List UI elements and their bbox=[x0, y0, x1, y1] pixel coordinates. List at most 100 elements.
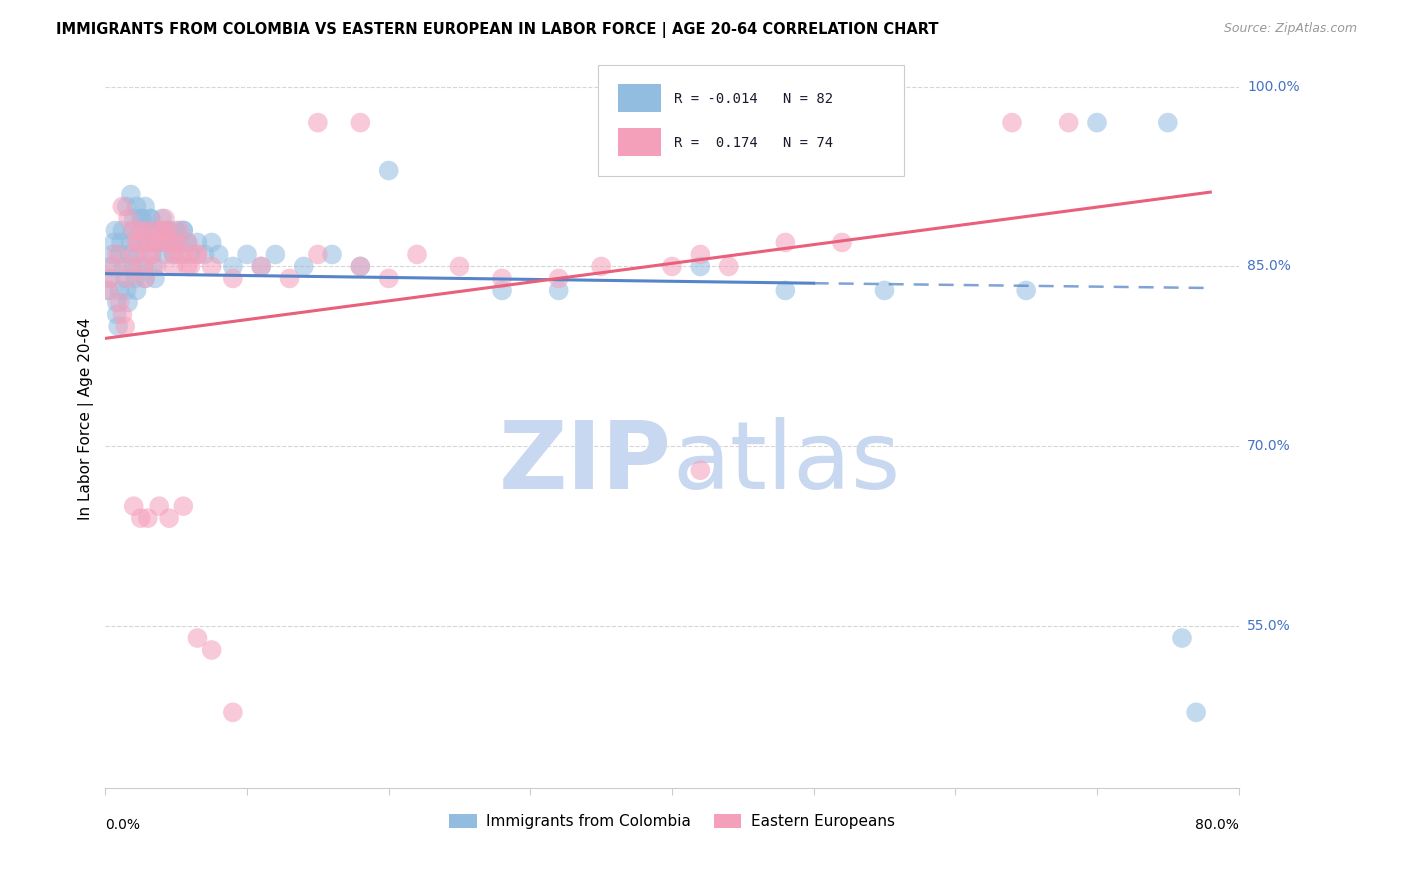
Point bbox=[1157, 115, 1180, 129]
Point bbox=[125, 284, 148, 298]
Point bbox=[449, 260, 471, 274]
Point bbox=[134, 223, 156, 237]
Point bbox=[142, 260, 165, 274]
Point bbox=[321, 247, 343, 261]
Point bbox=[165, 235, 187, 250]
Point bbox=[165, 235, 187, 250]
Point bbox=[139, 211, 162, 226]
Point bbox=[111, 200, 134, 214]
Point bbox=[150, 223, 173, 237]
Point bbox=[176, 235, 198, 250]
Point bbox=[104, 223, 127, 237]
Point bbox=[131, 211, 153, 226]
Point bbox=[591, 260, 613, 274]
Point bbox=[278, 271, 301, 285]
Point bbox=[222, 271, 245, 285]
Point bbox=[139, 247, 162, 261]
Point bbox=[105, 295, 128, 310]
Point bbox=[1085, 115, 1108, 129]
Text: 0.0%: 0.0% bbox=[105, 818, 141, 832]
Point bbox=[145, 235, 167, 250]
Text: atlas: atlas bbox=[672, 417, 900, 509]
Point bbox=[186, 235, 208, 250]
Point bbox=[114, 271, 136, 285]
Point bbox=[547, 284, 569, 298]
Point bbox=[775, 235, 797, 250]
Point bbox=[131, 260, 153, 274]
Point bbox=[150, 211, 173, 226]
Text: 100.0%: 100.0% bbox=[1247, 79, 1299, 94]
Point bbox=[110, 235, 132, 250]
Point bbox=[141, 247, 163, 261]
Point bbox=[111, 307, 134, 321]
Point bbox=[775, 284, 797, 298]
Point bbox=[148, 235, 170, 250]
Point bbox=[689, 463, 711, 477]
Point bbox=[108, 295, 131, 310]
Text: 70.0%: 70.0% bbox=[1247, 439, 1291, 453]
Point bbox=[167, 223, 190, 237]
Point bbox=[491, 271, 513, 285]
Point bbox=[105, 307, 128, 321]
Point bbox=[122, 223, 145, 237]
Point bbox=[264, 247, 287, 261]
Point bbox=[156, 235, 179, 250]
Point bbox=[1015, 284, 1038, 298]
Point bbox=[193, 247, 215, 261]
Point bbox=[132, 260, 155, 274]
Point bbox=[172, 247, 194, 261]
Point bbox=[128, 235, 150, 250]
Text: 85.0%: 85.0% bbox=[1247, 260, 1291, 274]
Point bbox=[98, 271, 121, 285]
Point bbox=[162, 247, 184, 261]
Point bbox=[111, 223, 134, 237]
FancyBboxPatch shape bbox=[617, 128, 661, 156]
Point bbox=[108, 247, 131, 261]
Point bbox=[349, 115, 371, 129]
Point bbox=[1057, 115, 1080, 129]
Point bbox=[162, 260, 184, 274]
Point bbox=[125, 235, 148, 250]
Point bbox=[491, 284, 513, 298]
Point bbox=[176, 260, 198, 274]
Point bbox=[167, 247, 190, 261]
Text: Source: ZipAtlas.com: Source: ZipAtlas.com bbox=[1223, 22, 1357, 36]
Point bbox=[172, 223, 194, 237]
Text: ZIP: ZIP bbox=[499, 417, 672, 509]
Point bbox=[201, 235, 224, 250]
Point bbox=[117, 295, 139, 310]
Point bbox=[134, 200, 156, 214]
Point bbox=[125, 200, 148, 214]
Point bbox=[120, 260, 142, 274]
Point bbox=[145, 260, 167, 274]
Point bbox=[547, 271, 569, 285]
Point bbox=[134, 271, 156, 285]
Legend: Immigrants from Colombia, Eastern Europeans: Immigrants from Colombia, Eastern Europe… bbox=[443, 808, 901, 836]
Point bbox=[129, 511, 152, 525]
Point bbox=[128, 235, 150, 250]
Point bbox=[1185, 706, 1208, 720]
Point bbox=[377, 271, 399, 285]
Point bbox=[112, 260, 135, 274]
Point bbox=[153, 211, 176, 226]
FancyBboxPatch shape bbox=[617, 84, 661, 112]
Point bbox=[292, 260, 315, 274]
Point bbox=[139, 235, 162, 250]
Point bbox=[1171, 631, 1194, 645]
Point bbox=[107, 319, 129, 334]
Point bbox=[661, 260, 683, 274]
Point bbox=[97, 284, 120, 298]
Point bbox=[250, 260, 273, 274]
Point bbox=[136, 511, 159, 525]
Point bbox=[307, 247, 329, 261]
Point bbox=[689, 260, 711, 274]
Point bbox=[406, 247, 429, 261]
Point bbox=[127, 247, 149, 261]
Point bbox=[143, 223, 166, 237]
Point bbox=[150, 235, 173, 250]
Point bbox=[162, 247, 184, 261]
Point bbox=[157, 223, 180, 237]
Point bbox=[873, 284, 896, 298]
Point bbox=[717, 260, 740, 274]
Point bbox=[156, 223, 179, 237]
